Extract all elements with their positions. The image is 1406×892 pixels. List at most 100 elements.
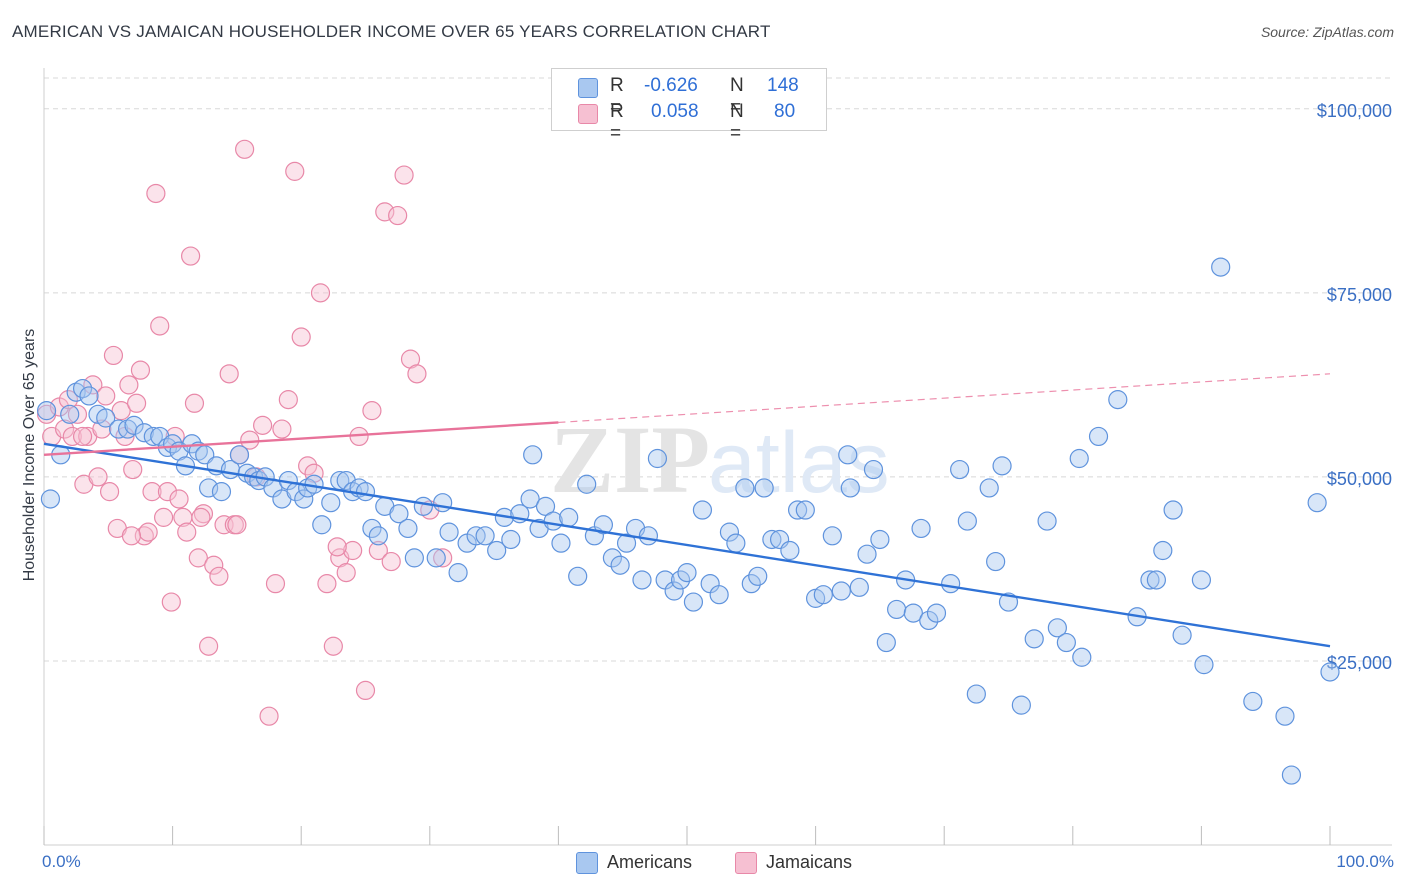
americans-legend-label: Americans [607, 852, 693, 872]
americans-n-label: N = [730, 75, 744, 118]
americans-point [1194, 655, 1214, 675]
americans-point [1056, 632, 1076, 653]
americans-point [616, 533, 637, 553]
americans-point [692, 500, 713, 520]
americans-point [735, 478, 755, 498]
americans-point [632, 570, 652, 590]
jamaicans-point [278, 390, 298, 410]
americans-point [870, 529, 890, 550]
jamaicans-point [191, 507, 211, 527]
jamaicans-point [209, 566, 229, 586]
americans-point [60, 404, 80, 424]
americans-point [876, 632, 896, 653]
americans-point [501, 529, 521, 550]
jamaicans-point [327, 537, 347, 557]
americans-point [610, 555, 630, 575]
americans-point [1108, 390, 1128, 410]
americans-point [1172, 625, 1192, 645]
jamaicans-point [204, 555, 224, 575]
americans-point [535, 496, 556, 516]
jamaicans-point [150, 316, 170, 336]
jamaicans-point [126, 393, 147, 413]
americans-point [831, 581, 851, 601]
americans-point [647, 448, 668, 469]
jamaicans-point [138, 522, 158, 542]
jamaicans-r-label: R = [610, 101, 624, 144]
americans-point [124, 415, 144, 435]
jamaicans-point [381, 551, 401, 572]
americans-point [1069, 448, 1089, 469]
americans-point [754, 478, 774, 498]
americans-point [966, 684, 986, 704]
americans-point [748, 566, 768, 586]
americans-point [368, 526, 388, 546]
americans-r-value: -0.626 [644, 75, 698, 96]
americans-point [683, 592, 704, 612]
jamaicans-point [58, 390, 79, 410]
americans-point [199, 478, 219, 498]
americans-point [475, 526, 495, 546]
americans-point [1146, 570, 1166, 590]
americans-point [40, 489, 61, 509]
americans-point [551, 533, 571, 553]
jamaicans-point [96, 386, 116, 406]
americans-point [559, 507, 579, 527]
americans-point [986, 551, 1006, 572]
jamaicans-point [394, 165, 414, 185]
jamaicans-point [169, 489, 189, 509]
jamaicans-point [193, 504, 214, 524]
jamaicans-point [375, 202, 395, 222]
jamaicans-trend-line-dashed [558, 373, 1331, 424]
americans-point [520, 489, 540, 509]
jamaicans-point [188, 548, 208, 568]
jamaicans-point [177, 522, 197, 542]
jamaicans-point [54, 419, 75, 439]
americans-point [822, 526, 842, 546]
americans-point [398, 518, 418, 539]
americans-point [294, 489, 314, 509]
americans-point [1037, 511, 1057, 531]
americans-point [903, 603, 923, 623]
americans-point [992, 456, 1012, 476]
americans-point [404, 548, 424, 568]
jamaicans-point [323, 636, 343, 656]
americans-point [919, 610, 939, 631]
jamaicans-point [362, 401, 382, 421]
americans-point [577, 474, 597, 494]
americans-n-value: 148 [767, 75, 799, 96]
jamaicans-point [103, 345, 124, 366]
americans-point [448, 563, 468, 583]
gridlines [44, 77, 1392, 662]
americans-point [857, 544, 877, 564]
americans-point [911, 518, 931, 539]
y-tick-label: $75,000 [1327, 285, 1392, 305]
americans-point [638, 526, 659, 546]
jamaicans-point [83, 375, 103, 395]
americans-point [1281, 765, 1302, 785]
jamaicans-point [123, 459, 143, 480]
americans-point [838, 445, 858, 465]
americans-point [568, 566, 588, 586]
americans-point [355, 482, 376, 502]
jamaicans-point [227, 515, 247, 535]
americans-point [36, 401, 57, 421]
jamaicans-point [119, 375, 139, 395]
jamaicans-point [62, 426, 82, 447]
americans-point [1011, 695, 1031, 715]
y-axis-title: Householder Income Over 65 years [21, 328, 38, 582]
jamaicans-point [235, 139, 255, 159]
jamaicans-point [272, 419, 292, 439]
americans-point [143, 426, 163, 447]
americans-point [998, 592, 1019, 612]
jamaicans-legend-label: Jamaicans [766, 852, 853, 872]
watermark: ZIP atlas [550, 406, 890, 513]
source-credit: Source: ZipAtlas.com [1260, 24, 1394, 40]
americans-point [426, 548, 446, 568]
jamaicans-point [285, 161, 305, 181]
americans-point [926, 603, 947, 623]
americans-point [321, 493, 341, 513]
jamaicans-point [388, 205, 408, 226]
americans-point [726, 533, 746, 553]
jamaicans-point [336, 563, 356, 583]
